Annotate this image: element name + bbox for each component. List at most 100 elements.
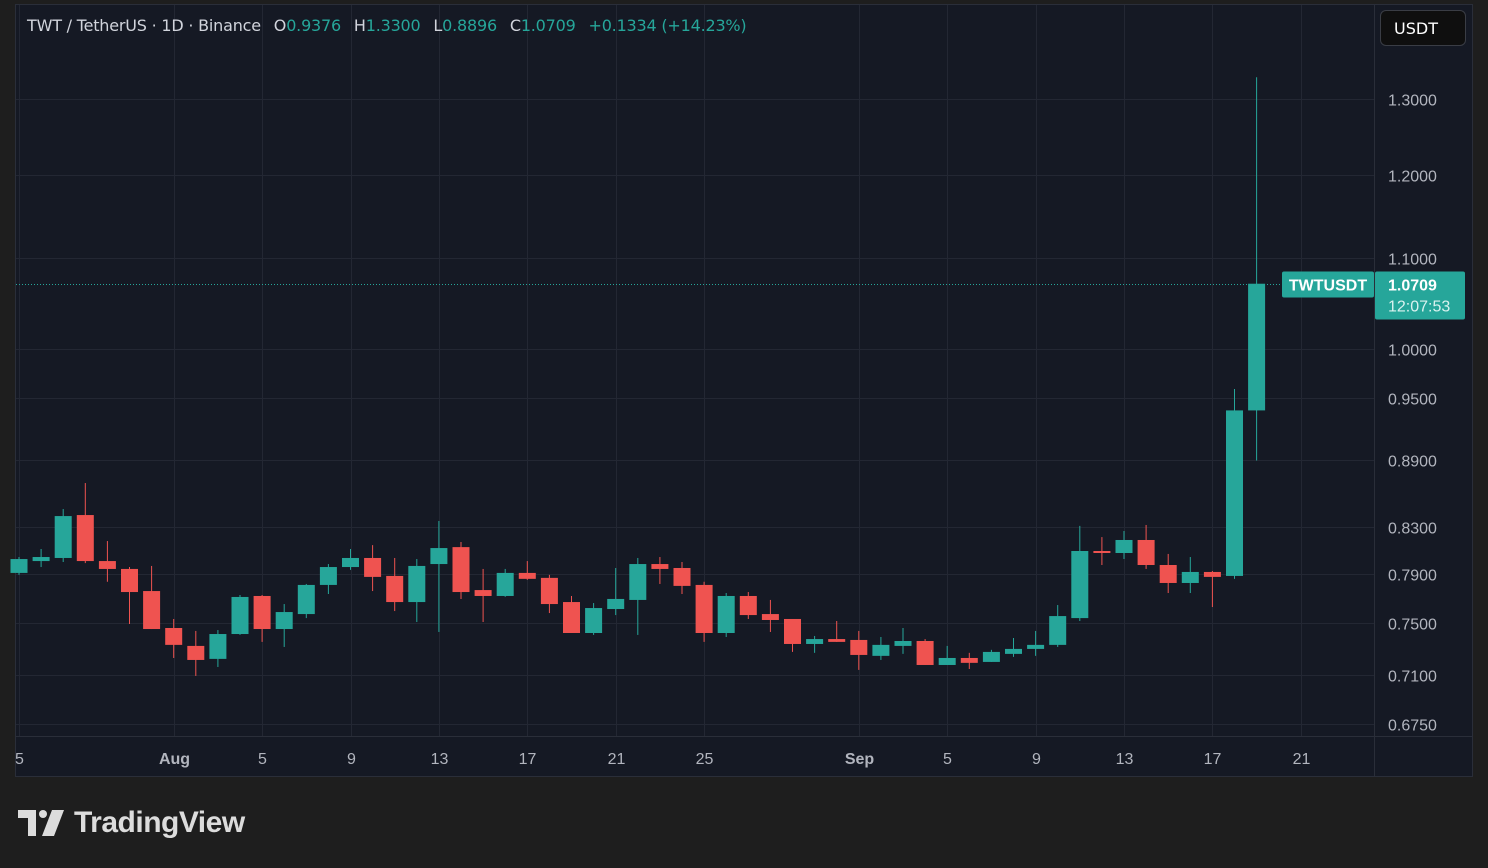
candles <box>10 77 1266 676</box>
symbol-title[interactable]: TWT / TetherUS · 1D · Binance <box>27 16 261 35</box>
candle-body <box>253 595 271 630</box>
candle-body <box>32 557 50 562</box>
candle-down <box>651 557 669 584</box>
candle-body <box>386 575 404 603</box>
candle-body <box>187 645 205 660</box>
candle-body <box>982 651 1000 662</box>
grid-lines <box>16 5 1374 736</box>
candle-body <box>165 628 183 645</box>
open-value: 0.9376 <box>286 16 341 35</box>
candle-body <box>209 634 227 659</box>
candle-body <box>496 572 514 596</box>
price-label-box <box>1375 271 1465 320</box>
candle-up <box>319 564 337 595</box>
candle-body <box>1005 648 1022 654</box>
candle-down <box>364 545 382 592</box>
candle-up <box>275 604 293 647</box>
candle-down <box>563 595 580 633</box>
candle-body <box>828 639 846 642</box>
change-value: +0.1334 (+14.23%) <box>588 16 747 35</box>
candle-up <box>430 520 448 632</box>
candle-up <box>806 635 824 653</box>
time-tick-label: 5 <box>943 751 952 768</box>
candle-body <box>806 639 824 644</box>
last-price-label: TWTUSDT 1.0709 12:07:53 <box>1282 271 1465 320</box>
price-tick-label: 0.7100 <box>1388 669 1437 686</box>
candle-down <box>143 565 161 630</box>
price-tick-label: 0.6750 <box>1388 718 1437 735</box>
candle-down <box>1137 524 1155 569</box>
symbol-label-box <box>1282 271 1374 298</box>
candle-down <box>739 592 757 619</box>
time-tick-label: 13 <box>431 751 449 768</box>
candle-down <box>187 630 205 676</box>
candle-body <box>784 618 801 644</box>
symbol-label: TWTUSDT <box>1289 278 1367 295</box>
candle-body <box>761 614 779 620</box>
price-tick-label: 1.3000 <box>1388 93 1437 110</box>
candle-body <box>563 602 580 633</box>
tradingview-logo[interactable]: TradingView <box>18 806 245 840</box>
price-tick-label: 1.2000 <box>1388 169 1437 186</box>
bar-countdown: 12:07:53 <box>1388 299 1450 316</box>
candle-down <box>253 594 271 642</box>
time-tick-label: 13 <box>1116 751 1134 768</box>
time-tick-label: 5 <box>15 751 24 768</box>
time-tick-label: 5 <box>258 751 267 768</box>
candle-body <box>430 548 448 565</box>
time-tick-label: Aug <box>159 751 190 768</box>
low-label: L <box>433 16 443 35</box>
candle-up <box>408 559 426 623</box>
candle-body <box>342 557 359 568</box>
candle-body <box>364 557 382 577</box>
candle-body <box>607 598 625 610</box>
candle-body <box>585 608 603 633</box>
candle-body <box>121 568 138 593</box>
candle-body <box>540 577 558 605</box>
time-tick-label: 25 <box>696 751 714 768</box>
high-value: 1.3300 <box>365 16 421 35</box>
candle-down <box>121 567 138 625</box>
close-label: C <box>509 16 521 35</box>
currency-button[interactable]: USDT <box>1380 10 1466 46</box>
candle-body <box>275 612 293 630</box>
candle-down <box>386 557 404 612</box>
candle-body <box>872 644 890 656</box>
price-axis[interactable]: 1.3000 1.2000 1.1000 1.0000 0.9500 0.8900 0.83… <box>1388 93 1437 735</box>
time-axis[interactable]: 5 Aug 5 9 13 17 21 25 Sep 5 9 13 17 21 <box>15 751 1310 768</box>
candle-down <box>76 483 94 564</box>
candle-body <box>319 567 337 585</box>
candle-body <box>1226 410 1243 576</box>
candle-body <box>1027 644 1045 649</box>
candle-body <box>1248 283 1266 411</box>
candle-up <box>496 568 514 597</box>
candle-down <box>850 630 868 670</box>
candle-body <box>452 547 470 593</box>
candle-body <box>1137 539 1155 565</box>
candle-up <box>231 594 249 635</box>
candle-down <box>165 618 183 658</box>
candle-up <box>938 645 956 665</box>
open-label: O <box>273 16 287 35</box>
candle-body <box>916 640 934 665</box>
candle-body <box>1203 571 1221 577</box>
candle-up <box>872 636 890 660</box>
candle-up <box>209 630 227 667</box>
candle-body <box>673 567 691 586</box>
candle-body <box>717 595 735 633</box>
candle-down <box>673 562 691 595</box>
candle-down <box>960 652 978 669</box>
time-tick-label: 21 <box>608 751 626 768</box>
price-tick-label: 0.7500 <box>1388 617 1437 634</box>
price-tick-label: 0.7900 <box>1388 568 1437 585</box>
time-tick-label: Sep <box>845 751 875 768</box>
candle-down <box>474 568 492 623</box>
time-tick-label: 17 <box>519 751 537 768</box>
candle-down <box>828 621 846 642</box>
candle-up <box>1181 557 1199 594</box>
candle-body <box>1049 616 1067 645</box>
candle-down <box>1159 553 1177 594</box>
candle-body <box>143 591 161 630</box>
candle-body <box>98 561 116 569</box>
